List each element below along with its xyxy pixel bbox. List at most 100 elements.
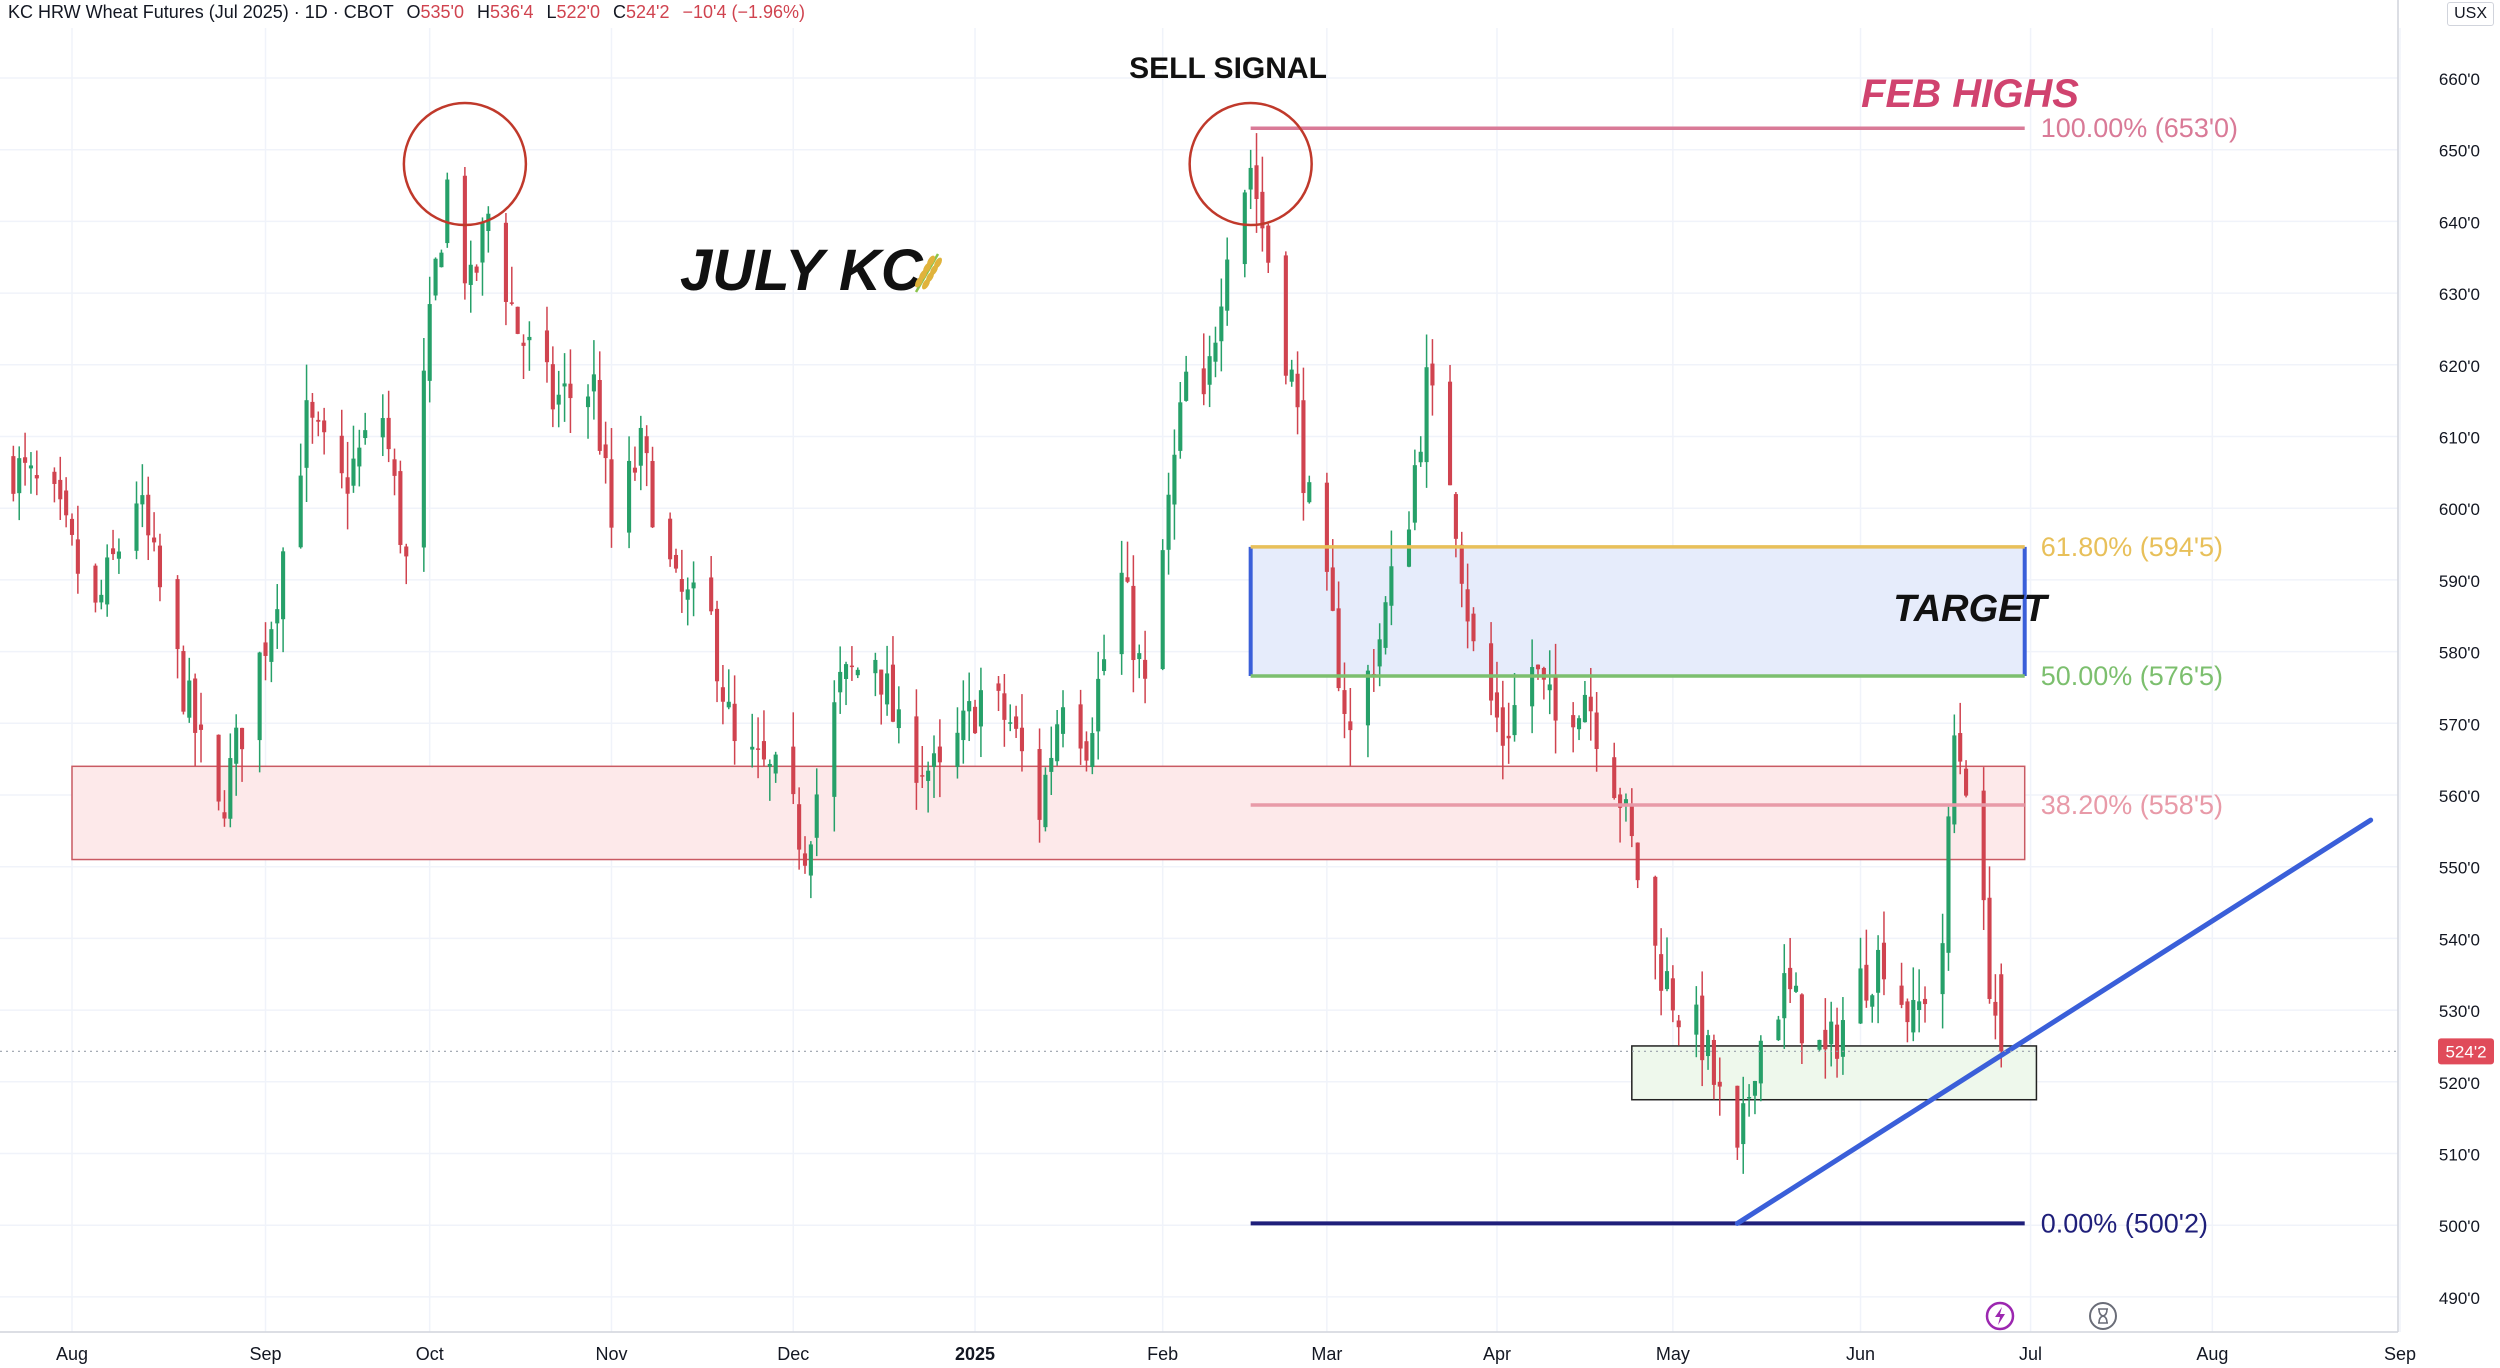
candle-body <box>973 706 978 734</box>
sell-signal-label: SELL SIGNAL <box>1129 52 1327 85</box>
candle-body <box>1547 684 1552 691</box>
candle-body <box>720 687 725 702</box>
candle-body <box>585 396 591 408</box>
candle-body <box>1242 192 1247 265</box>
candle-body <box>28 465 34 469</box>
y-tick-label: 620'0 <box>2439 357 2480 376</box>
candle-body <box>632 467 637 473</box>
x-tick-label: Jun <box>1846 1344 1875 1364</box>
y-tick-label: 530'0 <box>2439 1002 2480 1021</box>
candle-body <box>1623 799 1629 807</box>
fib-50-label: 50.00% (576'5) <box>2041 661 2223 691</box>
candle-body <box>521 342 526 346</box>
candle-body <box>1348 721 1353 731</box>
candle-body <box>1160 550 1165 670</box>
candle-body <box>509 302 514 304</box>
hourglass-icon[interactable] <box>2087 1300 2119 1332</box>
candle-body <box>685 589 690 600</box>
lightning-icon[interactable] <box>1984 1300 2016 1332</box>
fib-618-label: 61.80% (594'5) <box>2041 532 2223 562</box>
candle-body <box>791 746 796 795</box>
candle-body <box>1899 985 1904 1005</box>
candle-body <box>673 554 679 569</box>
candle-body <box>11 456 16 494</box>
candle-body <box>1799 994 1804 1044</box>
y-tick-label: 560'0 <box>2439 787 2480 806</box>
candle-body <box>1084 741 1089 761</box>
candle-body <box>263 642 268 656</box>
candle-body <box>175 579 180 650</box>
candle-body <box>1248 167 1253 190</box>
candle-body <box>480 222 485 263</box>
candle-body <box>1060 707 1066 734</box>
fib-382-label: 38.20% (558'5) <box>2041 790 2223 820</box>
candles <box>11 133 2004 1174</box>
candle-body <box>1840 1020 1845 1057</box>
candle-body <box>1330 567 1335 611</box>
candle-body <box>198 724 204 730</box>
candle-body <box>568 383 573 399</box>
candle-body <box>310 401 315 418</box>
candle-body <box>339 435 344 474</box>
candle-body <box>1905 1001 1910 1023</box>
close-value: 524'2 <box>625 2 670 22</box>
candle-body <box>1952 735 1957 825</box>
candle-body <box>1178 402 1183 451</box>
last-price-badge-label: 524'2 <box>2445 1042 2486 1061</box>
candle-body <box>967 701 972 712</box>
candle-body <box>603 444 608 459</box>
candle-body <box>1571 715 1576 728</box>
candle-body <box>69 518 75 535</box>
candle-body <box>1917 1001 1922 1011</box>
candle-body <box>1166 494 1171 550</box>
candle-body <box>439 252 444 268</box>
y-tick-label: 640'0 <box>2439 213 2480 232</box>
candle-body <box>1102 659 1107 671</box>
trendline <box>1734 817 2374 1226</box>
candle-body <box>1500 707 1505 746</box>
feb-highs-label: FEB HIGHS <box>1861 72 2079 116</box>
candle-body <box>445 179 450 244</box>
candle-body <box>58 479 63 500</box>
candle-body <box>709 577 714 612</box>
candle-body <box>1119 572 1124 655</box>
candle-body <box>1981 790 1986 901</box>
candle-body <box>1324 482 1329 572</box>
candle-body <box>1365 670 1370 726</box>
candle-body <box>855 669 860 676</box>
candle-body <box>767 763 772 767</box>
y-tick-label: 660'0 <box>2439 70 2480 89</box>
candle-body <box>814 794 819 838</box>
candle-body <box>269 629 274 662</box>
candle-body <box>1002 693 1007 720</box>
candle-body <box>187 680 192 718</box>
candle-body <box>1143 659 1148 679</box>
candle-body <box>1735 1085 1740 1148</box>
candle-body <box>386 417 391 450</box>
currency-button[interactable]: USX <box>2447 2 2494 26</box>
candle-body <box>1752 1080 1758 1096</box>
candle-body <box>357 447 362 467</box>
candle-body <box>1835 1024 1840 1059</box>
candle-body <box>1412 465 1417 523</box>
candle-body <box>890 664 896 722</box>
candle-body <box>503 222 508 302</box>
chart-header: KC HRW Wheat Futures (Jul 2025) · 1D · C… <box>8 2 805 23</box>
candle-body <box>1125 577 1130 582</box>
candle-body <box>1019 727 1025 752</box>
candle-body <box>1049 757 1054 772</box>
x-tick-label: Aug <box>56 1344 88 1364</box>
candle-body <box>1389 566 1394 606</box>
high-value: 536'4 <box>489 2 534 22</box>
x-tick-label: Mar <box>1311 1344 1342 1364</box>
candle-body <box>937 746 942 763</box>
candle-body <box>527 336 532 341</box>
candle-body <box>1078 704 1083 749</box>
wheat-grain <box>934 257 942 269</box>
y-tick-label: 600'0 <box>2439 500 2480 519</box>
candle-body <box>1670 978 1675 1011</box>
candle-body <box>1254 165 1259 200</box>
y-tick-label: 580'0 <box>2439 644 2480 663</box>
x-tick-label: Aug <box>2196 1344 2228 1364</box>
